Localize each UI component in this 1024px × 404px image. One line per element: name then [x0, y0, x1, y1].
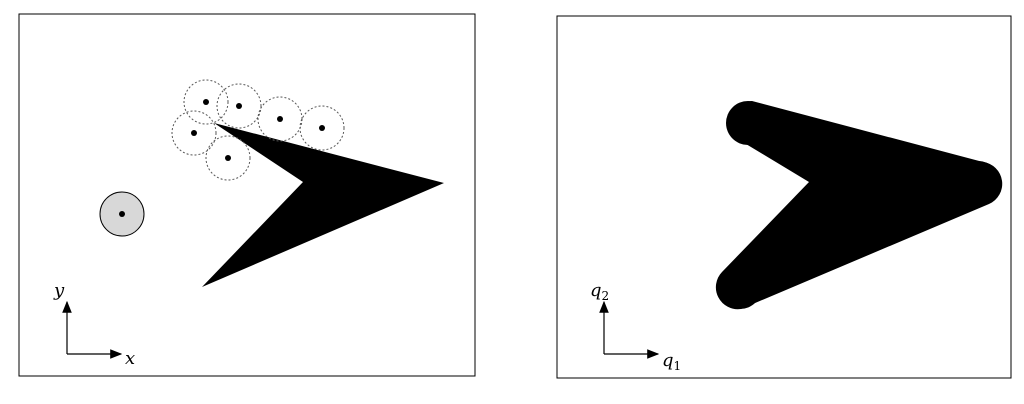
workspace-frame [18, 13, 476, 377]
robot-reference-point [225, 155, 231, 161]
q2-axis-label-subscript: 2 [602, 289, 610, 303]
robot-outline-position [171, 110, 217, 156]
robot-reference-point [277, 116, 283, 122]
q1-axis-label-subscript: 1 [674, 359, 682, 373]
x-axis-label: x [125, 348, 135, 369]
y-axis-label: y [53, 280, 65, 301]
robot-outline-position [183, 79, 229, 125]
workspace-axes: y x [53, 280, 135, 369]
cspace-obstacle [715, 101, 1003, 310]
q1-axis-label-main: q [662, 350, 674, 371]
robot-reference-point [236, 103, 242, 109]
robot-disk [99, 191, 145, 237]
robot-outline-position [216, 83, 262, 129]
cspace-obstacle-corner [718, 265, 762, 309]
q2-axis-label: q2 [590, 280, 609, 303]
robot-outline-position [299, 105, 345, 151]
robot-center-point [119, 211, 125, 217]
robot-outline-position [205, 135, 251, 181]
workspace-obstacle [202, 123, 444, 287]
robot-reference-point [319, 125, 325, 131]
q1-axis-label: q1 [662, 350, 681, 373]
cspace-obstacle-corner [726, 101, 770, 145]
robot-reference-point [203, 99, 209, 105]
cspace-frame [556, 15, 1012, 379]
cspace-obstacle-corner [956, 161, 1000, 205]
configuration-space-panel: q2 q1 [556, 15, 1012, 379]
robot-touching-positions [171, 79, 345, 181]
robot-reference-point [191, 130, 197, 136]
workspace-panel: y x [18, 13, 476, 377]
q2-axis-label-main: q [590, 280, 602, 301]
cspace-axes: q2 q1 [590, 280, 681, 373]
